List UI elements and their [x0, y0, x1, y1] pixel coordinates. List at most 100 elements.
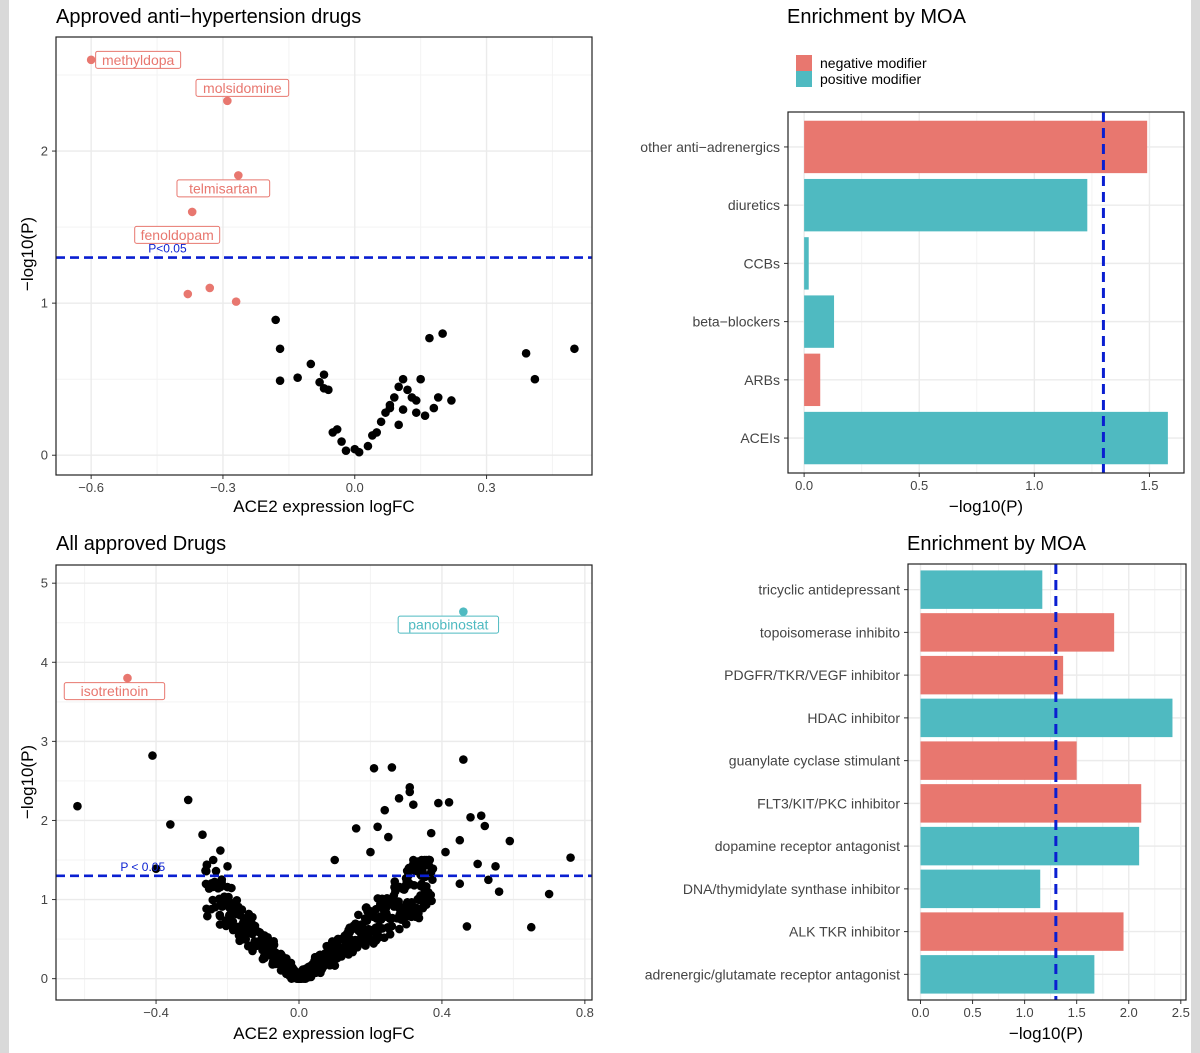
data-point: [352, 942, 362, 952]
data-point: [425, 333, 434, 343]
bar: [804, 353, 821, 407]
legend-label-positive: positive modifier: [820, 71, 921, 87]
labeled-point: [459, 607, 468, 616]
x-tick-label: 2.5: [1172, 1005, 1190, 1020]
x-tick-label: 0.5: [964, 1005, 982, 1020]
y-tick-label: 2: [41, 813, 48, 828]
x-tick-label: −0.3: [210, 480, 236, 495]
data-point: [476, 811, 486, 821]
bar: [920, 826, 1140, 866]
data-point: [341, 446, 351, 455]
panel2-xlabel: −log10(P): [949, 497, 1023, 516]
y-tick-label: 2: [41, 144, 48, 159]
data-point: [444, 797, 454, 807]
category-label: HDAC inhibitor: [807, 710, 900, 726]
highlighted-point: [231, 297, 241, 306]
point-label-box: [397, 615, 500, 634]
panel1-title: Approved anti−hypertension drugs: [56, 6, 361, 28]
data-point: [427, 896, 436, 906]
data-point: [411, 396, 421, 405]
data-point: [250, 937, 259, 946]
category-label: PDGFR/TKR/VEGF inhibitor: [724, 667, 900, 683]
point-label: panobinostat: [408, 617, 488, 633]
data-point: [208, 855, 218, 865]
data-point: [384, 832, 393, 842]
data-point: [382, 910, 391, 919]
category-label: DNA/thymidylate synthase inhibitor: [683, 881, 900, 897]
x-tick-label: 1.0: [1016, 1005, 1034, 1020]
data-point: [203, 911, 212, 921]
data-point: [484, 875, 493, 885]
data-point: [337, 952, 346, 961]
data-point: [394, 794, 404, 803]
data-point: [248, 912, 257, 922]
y-tick-label: 0: [41, 971, 48, 986]
data-point: [530, 374, 540, 384]
data-point: [223, 862, 232, 871]
category-label: ACEIs: [740, 430, 780, 446]
data-point: [354, 910, 363, 920]
panel4-xlabel: −log10(P): [1009, 1024, 1083, 1043]
data-point: [395, 924, 404, 934]
data-point: [394, 382, 403, 392]
data-point: [398, 374, 408, 384]
data-point: [429, 403, 439, 413]
data-point: [354, 447, 364, 457]
x-tick-label: 0.4: [433, 1005, 451, 1020]
category-label: ALK TKR inhibitor: [789, 924, 900, 940]
data-point: [426, 828, 436, 838]
left-frame-edge: [0, 0, 9, 1053]
x-tick-label: 0.0: [911, 1005, 929, 1020]
data-point: [330, 855, 340, 865]
data-point: [357, 923, 366, 932]
x-tick-label: 0.8: [576, 1005, 594, 1020]
x-tick-label: −0.6: [78, 480, 104, 495]
panel1-ylabel: −log10(P): [18, 217, 37, 291]
data-point: [395, 882, 404, 892]
data-point: [433, 393, 443, 402]
panel2-title: Enrichment by MOA: [787, 6, 967, 28]
data-point: [289, 969, 299, 979]
data-point: [210, 877, 219, 887]
data-point: [341, 938, 351, 947]
data-point: [376, 417, 386, 427]
x-tick-label: −0.4: [143, 1005, 169, 1020]
right-frame-edge: [1191, 0, 1200, 1053]
data-point: [384, 896, 393, 905]
panel4-title: Enrichment by MOA: [907, 533, 1087, 555]
data-point: [284, 960, 294, 969]
data-point: [202, 860, 212, 870]
bar: [920, 698, 1173, 738]
panel-border: [787, 111, 1185, 474]
category-label: ARBs: [744, 372, 780, 388]
data-point: [276, 961, 286, 970]
panel-border: [907, 563, 1187, 1001]
data-point: [387, 921, 397, 931]
data-point: [198, 830, 207, 839]
data-point: [306, 359, 316, 369]
panel-border: [55, 564, 593, 1001]
bar: [804, 411, 1168, 465]
data-point: [275, 344, 285, 354]
data-point: [268, 958, 278, 968]
x-tick-label: 1.0: [1025, 478, 1043, 493]
category-label: CCBs: [743, 255, 780, 271]
data-point: [366, 910, 376, 920]
data-point: [473, 859, 482, 869]
data-point: [351, 824, 361, 833]
data-point: [217, 875, 227, 884]
category-label: adrenergic/glutamate receptor antagonist: [645, 966, 900, 982]
data-point: [325, 942, 334, 952]
y-tick-label: 0: [41, 448, 48, 463]
x-tick-label: 0.3: [478, 480, 496, 495]
bar: [920, 613, 1115, 652]
y-tick-label: 3: [41, 734, 48, 749]
data-point: [426, 867, 436, 877]
data-point: [374, 922, 383, 931]
panel1-plot-area: −0.6 −0.3 0.0 0.3 0 1 2 P<0.05 methyldopa molsido…: [41, 36, 593, 495]
bar: [804, 120, 1148, 174]
data-point: [363, 929, 372, 938]
data-point: [373, 822, 382, 832]
point-label-box: [63, 682, 166, 701]
